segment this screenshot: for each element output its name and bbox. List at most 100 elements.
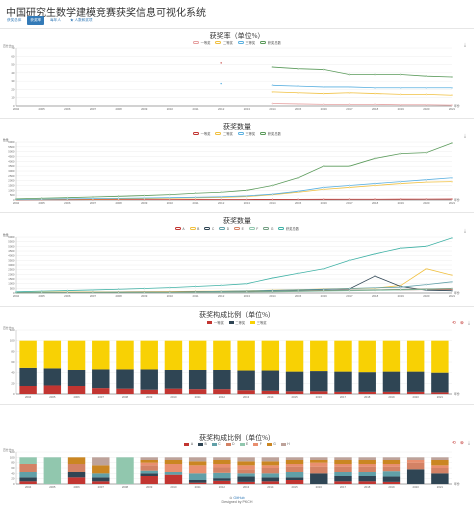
legend-item[interactable]: 获奖总数 — [278, 226, 299, 231]
bar-segment — [19, 472, 37, 478]
legend-item[interactable]: A — [174, 226, 185, 231]
x-tick-label: 2010 — [170, 485, 177, 489]
download-icon[interactable]: ⤓ — [464, 133, 466, 138]
y-tick-label: 0 — [13, 291, 15, 295]
series-line — [272, 103, 453, 106]
data-point — [322, 289, 325, 292]
legend-item[interactable]: H — [280, 442, 290, 446]
data-point — [451, 180, 453, 183]
legend-item[interactable]: 一等奖 — [193, 131, 210, 136]
legend-item[interactable]: 三等奖 — [237, 40, 255, 45]
data-point — [374, 252, 376, 255]
legend-item[interactable]: 三等奖 — [250, 320, 267, 325]
y-tick-label: 4000 — [8, 254, 15, 258]
legend-item[interactable]: 获奖总数 — [260, 40, 281, 45]
download-icon[interactable]: ⤓ — [464, 228, 466, 233]
legend-item[interactable]: D — [225, 442, 235, 446]
bar-segment — [43, 385, 62, 394]
bar-segment — [431, 392, 449, 394]
bar-segment — [358, 391, 376, 394]
bar-segment — [406, 460, 425, 463]
legend-item[interactable]: 二等奖 — [228, 320, 246, 325]
x-tick-label: 2006 — [64, 107, 71, 111]
divider — [0, 306, 474, 307]
y-axis-label: 百分比% — [3, 44, 14, 48]
legend-item[interactable]: A — [184, 442, 193, 446]
refresh-icon[interactable]: ⟲ — [452, 320, 456, 325]
github-link[interactable]: GitHub — [233, 496, 245, 500]
data-point — [451, 176, 453, 179]
legend-swatch — [253, 442, 259, 446]
data-point — [194, 192, 197, 195]
bar-segment — [43, 457, 62, 484]
restore-icon[interactable]: ⊗ — [460, 440, 464, 445]
bar-segment — [334, 371, 352, 392]
y-tick-label: 1500 — [8, 277, 15, 281]
refresh-icon[interactable]: ⟲ — [452, 440, 456, 445]
download-icon[interactable]: ⤓ — [464, 42, 466, 47]
bar-segment — [382, 464, 401, 467]
x-tick-label: 2014 — [267, 485, 274, 489]
x-tick-label: 2015 — [295, 294, 302, 298]
x-tick-label: 2020 — [413, 395, 420, 399]
legend-item[interactable]: E — [234, 226, 244, 231]
legend-swatch — [204, 227, 211, 230]
x-tick-label: 2021 — [437, 395, 444, 399]
legend-swatch — [237, 132, 244, 135]
legend-item[interactable]: 一等奖 — [193, 40, 210, 45]
legend-item[interactable]: E — [239, 442, 248, 446]
legend-item[interactable]: G — [266, 442, 276, 446]
bar-segment — [213, 457, 231, 460]
legend-item[interactable]: 一等奖 — [207, 320, 224, 325]
data-point — [374, 198, 376, 201]
download-icon[interactable]: ⤓ — [468, 320, 470, 325]
legend-item[interactable]: B — [189, 226, 199, 231]
legend-item[interactable]: C — [204, 226, 214, 231]
data-point — [194, 285, 197, 288]
bar-segment — [310, 371, 328, 392]
tab-award-rate[interactable]: 获奖率 — [27, 16, 45, 25]
data-point — [425, 245, 428, 248]
data-point — [374, 103, 376, 106]
data-point — [297, 190, 299, 193]
chart-title-ratio-2: 获奖构成比例（单位%） — [199, 434, 275, 442]
bar-segment — [164, 340, 183, 370]
legend-item[interactable]: F — [248, 226, 258, 231]
tab-per-year[interactable]: 每年人 — [50, 18, 61, 22]
legend-label: 三等奖 — [256, 321, 267, 325]
legend-item[interactable]: 获奖总数 — [260, 131, 281, 136]
bar-segment — [358, 476, 376, 482]
y-tick-label: 0 — [13, 198, 15, 202]
bar-segment — [261, 390, 280, 394]
data-point — [425, 86, 428, 89]
data-point — [425, 198, 428, 200]
data-point — [40, 290, 43, 292]
legend-item[interactable]: 二等奖 — [215, 40, 233, 45]
legend-swatch — [189, 227, 196, 230]
y-tick-label: 3500 — [8, 164, 15, 168]
legend-item[interactable]: C — [211, 442, 221, 446]
tab-people-awards[interactable]: ★ 人数和奖项 — [69, 18, 93, 22]
bar-segment — [213, 389, 231, 394]
legend-label: G — [273, 442, 276, 446]
legend-item[interactable]: G — [263, 226, 273, 231]
legend-item[interactable]: F — [253, 442, 262, 446]
data-point — [374, 182, 376, 185]
bar-segment — [334, 464, 352, 467]
legend-label: 二等奖 — [235, 321, 246, 325]
bar-segment — [431, 460, 449, 466]
legend-item[interactable]: D — [219, 226, 229, 231]
legend-item[interactable]: 二等奖 — [215, 131, 233, 136]
tab-overall[interactable]: 获奖总体 — [7, 18, 22, 22]
bar-segment — [140, 457, 158, 460]
legend-item[interactable]: B — [198, 442, 207, 446]
legend-label: F — [259, 442, 262, 446]
legend-item[interactable]: 三等奖 — [237, 131, 255, 136]
download-icon[interactable]: ⤓ — [468, 440, 470, 445]
data-point — [117, 288, 120, 291]
x-tick-label: 2008 — [115, 201, 122, 205]
bar-segment — [406, 371, 425, 392]
y-tick-label: 4500 — [8, 249, 15, 253]
legend-swatch — [207, 321, 213, 324]
restore-icon[interactable]: ⊗ — [460, 320, 464, 325]
